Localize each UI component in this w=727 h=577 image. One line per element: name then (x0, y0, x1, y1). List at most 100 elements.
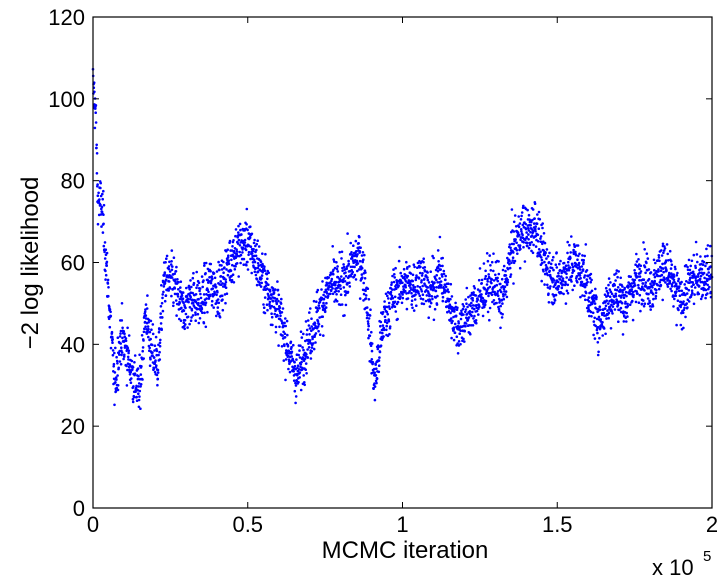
scatter-point (621, 333, 625, 336)
scatter-point (136, 367, 140, 370)
scatter-point (284, 317, 287, 320)
scatter-point (646, 297, 650, 300)
scatter-point (668, 279, 672, 283)
scatter-point (519, 228, 523, 231)
scatter-point (675, 290, 678, 293)
scatter-point (548, 251, 551, 255)
scatter-point (584, 243, 588, 246)
scatter-point (571, 265, 575, 269)
scatter-point (382, 335, 385, 338)
scatter-point (426, 278, 430, 282)
x-scale-label: x 10 (652, 555, 694, 577)
scatter-point (384, 319, 387, 322)
scatter-point (364, 297, 368, 300)
scatter-point (142, 330, 146, 334)
scatter-point (496, 290, 500, 293)
scatter-point (574, 253, 578, 257)
scatter-point (350, 251, 353, 254)
scatter-point (699, 274, 703, 278)
scatter-point (492, 252, 495, 255)
scatter-point (467, 324, 471, 327)
scatter-point (684, 293, 687, 297)
scatter-point (619, 310, 623, 314)
scatter-point (689, 264, 692, 268)
scatter-point (508, 259, 511, 263)
scatter-point (167, 265, 171, 268)
scatter-point (607, 277, 611, 280)
scatter-point (216, 306, 220, 309)
scatter-point (503, 285, 507, 289)
scatter-point (200, 275, 204, 278)
scatter-point (317, 304, 321, 307)
scatter-point (274, 331, 278, 334)
scatter-points (91, 67, 714, 411)
scatter-point (639, 309, 642, 313)
scatter-point (180, 306, 183, 310)
scatter-point (247, 250, 251, 254)
scatter-point (564, 302, 568, 305)
scatter-point (341, 269, 344, 273)
scatter-point (118, 360, 122, 363)
scatter-point (439, 268, 443, 271)
scatter-point (532, 229, 535, 232)
scatter-point (271, 287, 275, 290)
scatter-point (137, 385, 140, 388)
scatter-point (191, 291, 194, 295)
scatter-point (577, 263, 580, 267)
scatter-point (292, 370, 296, 373)
scatter-point (536, 254, 539, 258)
scatter-point (225, 268, 228, 271)
scatter-point (374, 363, 378, 366)
scatter-point (100, 205, 104, 209)
scatter-point (557, 284, 561, 288)
scatter-point (605, 317, 608, 320)
scatter-point (499, 326, 502, 330)
scatter-point (148, 330, 152, 334)
scatter-point (697, 292, 701, 296)
scatter-point (155, 353, 158, 357)
scatter-point (581, 294, 584, 297)
scatter-point (122, 357, 125, 361)
scatter-point (669, 287, 672, 291)
scatter-point (656, 283, 659, 287)
scatter-point (155, 364, 158, 367)
scatter-point (586, 280, 589, 284)
scatter-point (195, 270, 198, 274)
scatter-point (396, 317, 399, 321)
scatter-point (612, 299, 615, 303)
scatter-point (422, 302, 426, 306)
scatter-point (139, 383, 143, 386)
scatter-point (160, 328, 163, 332)
scatter-point (375, 377, 379, 381)
scatter-point (573, 284, 576, 288)
scatter-point (653, 279, 656, 283)
scatter-point (608, 299, 611, 303)
scatter-point (294, 395, 298, 398)
scatter-point (260, 281, 264, 285)
scatter-point (217, 312, 221, 315)
scatter-point (391, 288, 394, 291)
scatter-point (585, 278, 589, 281)
scatter-point (316, 325, 320, 328)
scatter-point (394, 310, 398, 313)
scatter-point (262, 288, 266, 291)
scatter-point (509, 275, 512, 279)
scatter-point (323, 310, 327, 314)
scatter-point (340, 250, 344, 254)
scatter-point (364, 294, 368, 297)
scatter-point (294, 401, 297, 405)
scatter-point (323, 290, 326, 294)
scatter-point (296, 366, 299, 370)
scatter-point (228, 239, 232, 243)
scatter-point (451, 319, 454, 323)
scatter-point (324, 295, 327, 298)
scatter-point (682, 308, 686, 312)
scatter-point (603, 307, 607, 310)
scatter-point (286, 351, 289, 355)
scatter-point (162, 285, 166, 288)
scatter-point (467, 316, 471, 319)
scatter-point (197, 297, 200, 301)
scatter-point (534, 225, 537, 228)
scatter-point (511, 259, 514, 262)
scatter-point (670, 272, 673, 275)
